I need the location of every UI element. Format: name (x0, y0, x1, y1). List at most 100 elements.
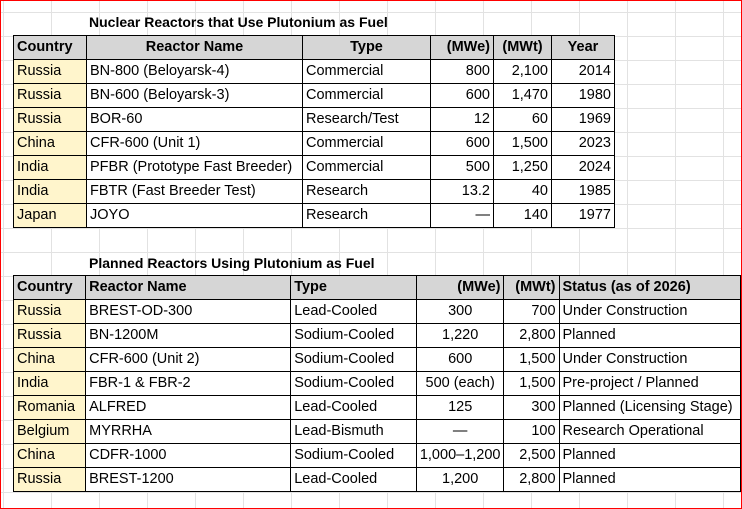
table1-header-type[interactable]: Type (302, 35, 431, 60)
table2-cell-reactor-name[interactable]: CDFR-1000 (85, 443, 292, 468)
table2-cell-country[interactable]: China (12, 443, 87, 468)
table1-cell-year[interactable]: 2014 (551, 59, 615, 84)
table2-cell-country[interactable]: Russia (12, 323, 87, 348)
table1-cell-country[interactable]: India (13, 179, 87, 204)
table2-cell-status[interactable]: Research Operational (558, 419, 741, 444)
table1-header-mwe[interactable]: (MWe) (430, 35, 494, 60)
table1-cell-year[interactable]: 1969 (551, 107, 615, 132)
table2-header-mwt[interactable]: (MWt) (503, 275, 560, 300)
table2-cell-type[interactable]: Sodium-Cooled (290, 347, 417, 372)
table2-header-country[interactable]: Country (12, 275, 87, 300)
table2-cell-mwe[interactable]: 600 (415, 347, 505, 372)
table1-cell-reactor-name[interactable]: PFBR (Prototype Fast Breeder) (86, 155, 303, 180)
table1-cell-reactor-name[interactable]: BN-600 (Beloyarsk-3) (86, 83, 303, 108)
table1-cell-mwe[interactable]: 800 (430, 59, 494, 84)
table1-cell-mwt[interactable]: 1,250 (493, 155, 552, 180)
table2-header-mwe[interactable]: (MWe) (415, 275, 505, 300)
table2-cell-reactor-name[interactable]: MYRRHA (85, 419, 292, 444)
table1-cell-mwe[interactable]: — (430, 203, 494, 228)
table1-cell-type[interactable]: Research (302, 179, 431, 204)
table2-header-reactor-name[interactable]: Reactor Name (85, 275, 292, 300)
table1-cell-country[interactable]: Japan (13, 203, 87, 228)
table1-cell-country[interactable]: India (13, 155, 87, 180)
table1-cell-mwe[interactable]: 600 (430, 83, 494, 108)
table1-cell-year[interactable]: 2024 (551, 155, 615, 180)
table1-cell-type[interactable]: Research/Test (302, 107, 431, 132)
table2-cell-status[interactable]: Under Construction (558, 299, 741, 324)
table1-cell-mwt[interactable]: 60 (493, 107, 552, 132)
table1-cell-mwe[interactable]: 600 (430, 131, 494, 156)
table1-header-reactor-name[interactable]: Reactor Name (86, 35, 303, 60)
table2-cell-reactor-name[interactable]: BREST-OD-300 (85, 299, 292, 324)
table2-cell-country[interactable]: China (12, 347, 87, 372)
table1-cell-year[interactable]: 2023 (551, 131, 615, 156)
table2-cell-mwt[interactable]: 1,500 (503, 371, 560, 396)
table2-cell-reactor-name[interactable]: BREST-1200 (85, 467, 292, 492)
table1-cell-year[interactable]: 1985 (551, 179, 615, 204)
table1-cell-reactor-name[interactable]: BN-800 (Beloyarsk-4) (86, 59, 303, 84)
table2-cell-country[interactable]: Belgium (12, 419, 87, 444)
table2-cell-status[interactable]: Planned (558, 443, 741, 468)
table2-cell-type[interactable]: Sodium-Cooled (290, 443, 417, 468)
table1-cell-country[interactable]: Russia (13, 83, 87, 108)
table1-cell-mwe[interactable]: 12 (430, 107, 494, 132)
table2-cell-reactor-name[interactable]: FBR-1 & FBR-2 (85, 371, 292, 396)
table2-header-status[interactable]: Status (as of 2026) (558, 275, 741, 300)
table1-cell-mwt[interactable]: 2,100 (493, 59, 552, 84)
table2-cell-reactor-name[interactable]: CFR-600 (Unit 2) (85, 347, 292, 372)
table1-cell-type[interactable]: Commercial (302, 59, 431, 84)
table2-cell-mwt[interactable]: 700 (503, 299, 560, 324)
table2-cell-type[interactable]: Lead-Bismuth (290, 419, 417, 444)
table1-cell-reactor-name[interactable]: JOYO (86, 203, 303, 228)
table2-cell-mwe[interactable]: 1,200 (415, 467, 505, 492)
table1-cell-type[interactable]: Commercial (302, 83, 431, 108)
table2-cell-status[interactable]: Planned (Licensing Stage) (558, 395, 741, 420)
table1-cell-country[interactable]: Russia (13, 107, 87, 132)
table1-cell-reactor-name[interactable]: FBTR (Fast Breeder Test) (86, 179, 303, 204)
table2-cell-mwt[interactable]: 1,500 (503, 347, 560, 372)
table2-cell-mwe[interactable]: 125 (415, 395, 505, 420)
table2-cell-country[interactable]: Romania (12, 395, 87, 420)
table2-cell-mwt[interactable]: 2,800 (503, 467, 560, 492)
table2-cell-country[interactable]: India (12, 371, 87, 396)
table2-cell-reactor-name[interactable]: BN-1200M (85, 323, 292, 348)
table2-cell-mwt[interactable]: 100 (503, 419, 560, 444)
table2-cell-mwt[interactable]: 2,800 (503, 323, 560, 348)
table2-cell-type[interactable]: Lead-Cooled (290, 395, 417, 420)
table1-cell-year[interactable]: 1980 (551, 83, 615, 108)
table2-cell-type[interactable]: Sodium-Cooled (290, 323, 417, 348)
table2-cell-mwt[interactable]: 300 (503, 395, 560, 420)
table2-cell-mwe[interactable]: — (415, 419, 505, 444)
table1-cell-mwt[interactable]: 1,470 (493, 83, 552, 108)
table1-cell-year[interactable]: 1977 (551, 203, 615, 228)
table2-cell-mwe[interactable]: 1,000–1,200 (415, 443, 505, 468)
table1-cell-reactor-name[interactable]: CFR-600 (Unit 1) (86, 131, 303, 156)
table2-cell-mwt[interactable]: 2,500 (503, 443, 560, 468)
table2-cell-country[interactable]: Russia (12, 299, 87, 324)
table2-header-type[interactable]: Type (290, 275, 417, 300)
table2-cell-status[interactable]: Under Construction (558, 347, 741, 372)
table2-cell-status[interactable]: Pre-project / Planned (558, 371, 741, 396)
table1-header-year[interactable]: Year (551, 35, 615, 60)
table1-cell-type[interactable]: Research (302, 203, 431, 228)
table2-cell-country[interactable]: Russia (12, 467, 87, 492)
table1-cell-type[interactable]: Commercial (302, 131, 431, 156)
table1-cell-country[interactable]: Russia (13, 59, 87, 84)
table1-cell-mwt[interactable]: 140 (493, 203, 552, 228)
table2-cell-reactor-name[interactable]: ALFRED (85, 395, 292, 420)
table1-cell-reactor-name[interactable]: BOR-60 (86, 107, 303, 132)
table1-cell-mwt[interactable]: 40 (493, 179, 552, 204)
table2-cell-mwe[interactable]: 300 (415, 299, 505, 324)
table1-header-mwt[interactable]: (MWt) (493, 35, 552, 60)
table2-cell-mwe[interactable]: 500 (each) (415, 371, 505, 396)
table2-cell-status[interactable]: Planned (558, 323, 741, 348)
table1-header-country[interactable]: Country (13, 35, 87, 60)
table1-cell-type[interactable]: Commercial (302, 155, 431, 180)
table1-cell-mwt[interactable]: 1,500 (493, 131, 552, 156)
table2-cell-type[interactable]: Sodium-Cooled (290, 371, 417, 396)
table2-cell-status[interactable]: Planned (558, 467, 741, 492)
table2-cell-type[interactable]: Lead-Cooled (290, 299, 417, 324)
table2-cell-type[interactable]: Lead-Cooled (290, 467, 417, 492)
table1-cell-mwe[interactable]: 500 (430, 155, 494, 180)
table2-cell-mwe[interactable]: 1,220 (415, 323, 505, 348)
